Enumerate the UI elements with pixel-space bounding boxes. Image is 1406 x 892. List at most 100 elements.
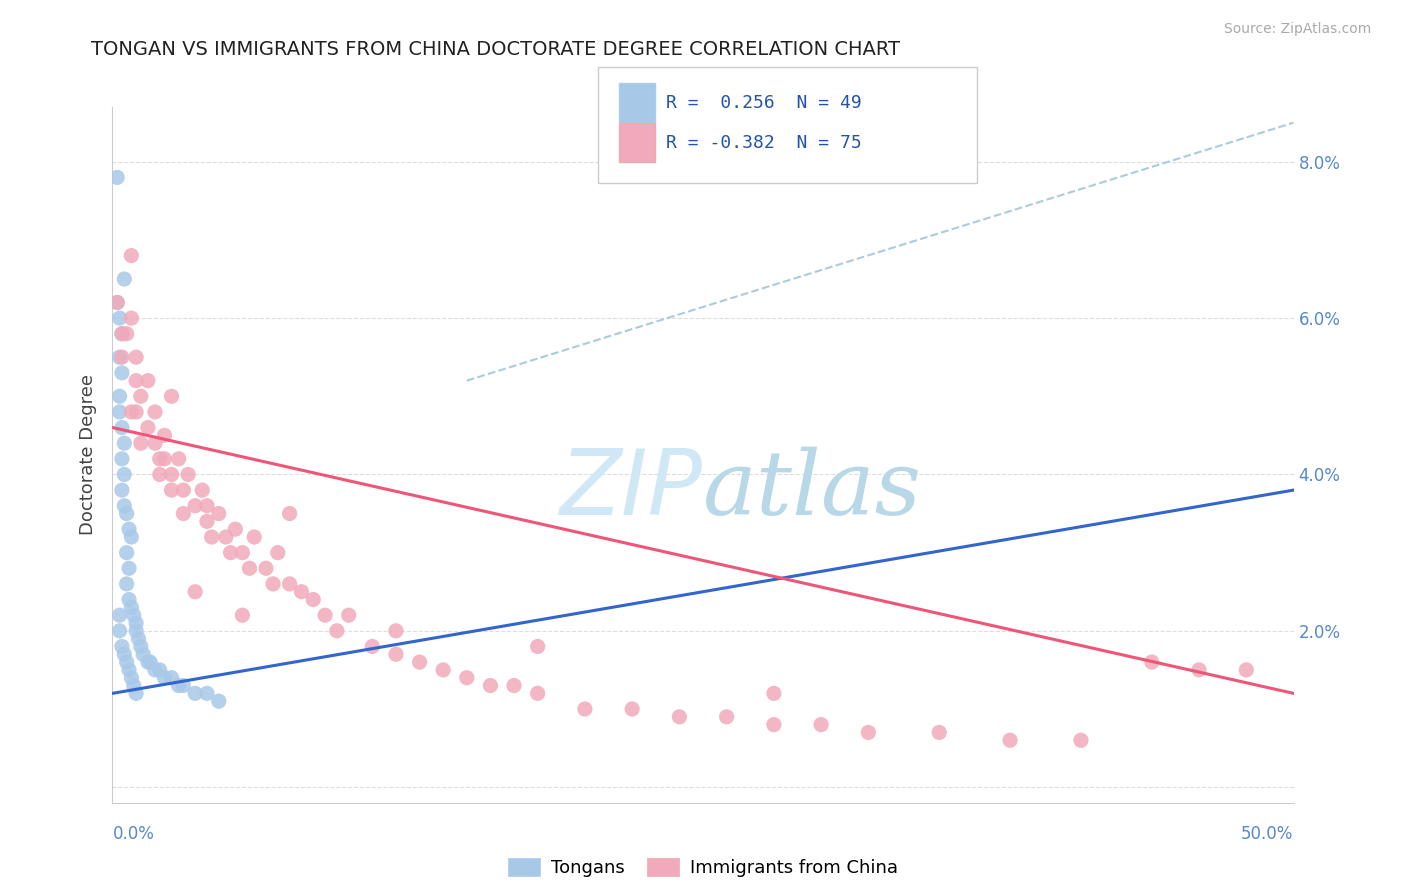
Point xyxy=(111,350,134,364)
Point xyxy=(208,694,231,708)
Point xyxy=(278,507,301,521)
Text: 0.0%: 0.0% xyxy=(112,825,155,843)
Point xyxy=(108,608,131,623)
Point xyxy=(1188,663,1211,677)
Point xyxy=(224,522,246,536)
Point xyxy=(125,624,148,638)
Point xyxy=(118,592,141,607)
Point xyxy=(219,546,242,560)
Point xyxy=(120,405,142,419)
Point xyxy=(262,577,284,591)
Point xyxy=(456,671,478,685)
Point xyxy=(112,647,135,661)
Point xyxy=(153,428,176,442)
Point xyxy=(243,530,266,544)
Point xyxy=(326,624,349,638)
Point xyxy=(177,467,200,482)
Point xyxy=(112,436,135,450)
Point xyxy=(385,647,408,661)
Point xyxy=(136,420,159,434)
Point xyxy=(191,483,214,497)
Text: TONGAN VS IMMIGRANTS FROM CHINA DOCTORATE DEGREE CORRELATION CHART: TONGAN VS IMMIGRANTS FROM CHINA DOCTORAT… xyxy=(91,40,900,59)
Point xyxy=(122,679,145,693)
Point xyxy=(139,655,162,669)
Point xyxy=(184,584,207,599)
Point xyxy=(120,671,142,685)
Point xyxy=(201,530,224,544)
Point xyxy=(238,561,260,575)
Point xyxy=(112,467,135,482)
Text: atlas: atlas xyxy=(703,446,922,533)
Point xyxy=(254,561,277,575)
Point xyxy=(928,725,950,739)
Point xyxy=(111,326,134,341)
Point xyxy=(231,608,253,623)
Point xyxy=(172,679,194,693)
Point xyxy=(108,389,131,403)
Y-axis label: Doctorate Degree: Doctorate Degree xyxy=(79,375,97,535)
Text: Source: ZipAtlas.com: Source: ZipAtlas.com xyxy=(1223,22,1371,37)
Point xyxy=(160,483,183,497)
Point xyxy=(574,702,596,716)
Point xyxy=(479,679,502,693)
Point xyxy=(111,451,134,466)
Point xyxy=(111,366,134,380)
Point xyxy=(278,577,301,591)
Point xyxy=(858,725,880,739)
Point xyxy=(172,507,194,521)
Point xyxy=(111,326,134,341)
Point xyxy=(129,640,152,654)
Point xyxy=(120,249,142,263)
Point xyxy=(195,499,218,513)
Point xyxy=(385,624,408,638)
Point xyxy=(810,717,832,731)
Point xyxy=(361,640,384,654)
Text: R = -0.382  N = 75: R = -0.382 N = 75 xyxy=(666,134,862,152)
Text: ZIP: ZIP xyxy=(560,446,703,533)
Point xyxy=(762,686,785,700)
Point xyxy=(108,624,131,638)
Point xyxy=(143,436,166,450)
Point xyxy=(108,405,131,419)
Point xyxy=(115,577,138,591)
Point xyxy=(118,663,141,677)
Point xyxy=(111,483,134,497)
Point xyxy=(1234,663,1257,677)
Point xyxy=(716,710,738,724)
Point xyxy=(108,311,131,326)
Point xyxy=(129,389,152,403)
Point xyxy=(125,405,148,419)
Point xyxy=(1070,733,1092,747)
Point xyxy=(115,326,138,341)
Point xyxy=(290,584,312,599)
Point xyxy=(267,546,290,560)
Point xyxy=(111,420,134,434)
Point xyxy=(132,647,155,661)
Point xyxy=(314,608,336,623)
Point xyxy=(167,679,190,693)
Point xyxy=(149,467,172,482)
Point xyxy=(120,600,142,615)
Point xyxy=(127,632,149,646)
Point xyxy=(143,663,166,677)
Point xyxy=(112,499,135,513)
Point xyxy=(122,608,145,623)
Point xyxy=(105,170,128,185)
Point xyxy=(184,499,207,513)
Point xyxy=(160,467,183,482)
Point xyxy=(120,530,142,544)
Point xyxy=(167,451,190,466)
Point xyxy=(118,522,141,536)
Point xyxy=(149,663,172,677)
Legend: Tongans, Immigrants from China: Tongans, Immigrants from China xyxy=(501,850,905,884)
Point xyxy=(302,592,325,607)
Point xyxy=(526,686,548,700)
Point xyxy=(184,686,207,700)
Point xyxy=(125,615,148,630)
Point xyxy=(105,295,128,310)
Point xyxy=(115,546,138,560)
Point xyxy=(143,405,166,419)
Text: R =  0.256  N = 49: R = 0.256 N = 49 xyxy=(666,94,862,112)
Point xyxy=(337,608,360,623)
Point xyxy=(998,733,1021,747)
